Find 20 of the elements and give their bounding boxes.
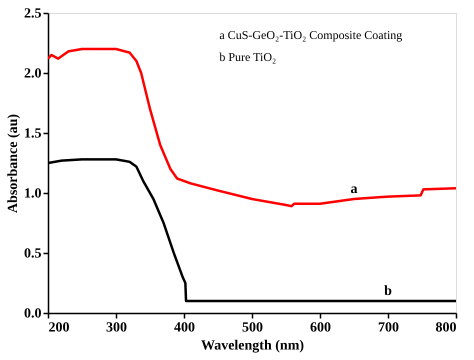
y-tick-label: 0.0	[24, 306, 42, 322]
annotation: a CuS-GeO₂-TiO₂ Composite Coating	[219, 28, 402, 42]
y-tick-label: 1.0	[24, 186, 42, 202]
annotation: b Pure TiO₂	[219, 50, 276, 64]
y-tick-label: 0.5	[24, 246, 42, 262]
x-tick-label: 700	[378, 320, 399, 336]
x-tick-label: 300	[106, 320, 127, 336]
x-tick-label: 400	[174, 320, 195, 336]
x-axis-title: Wavelength (nm)	[200, 338, 304, 354]
y-tick-label: 2.0	[24, 66, 42, 82]
y-tick-label: 1.5	[24, 126, 42, 142]
x-tick-label: 600	[310, 320, 331, 336]
x-tick-label: 800	[436, 320, 456, 336]
x-tick-label: 500	[242, 320, 263, 336]
y-axis-title: Absorbance (au)	[6, 114, 21, 214]
line-series	[48, 48, 456, 208]
series-label: a	[350, 182, 358, 197]
y-tick-label: 2.5	[24, 6, 42, 22]
series-label: b	[384, 284, 392, 299]
x-tick-label: 200	[48, 320, 70, 336]
